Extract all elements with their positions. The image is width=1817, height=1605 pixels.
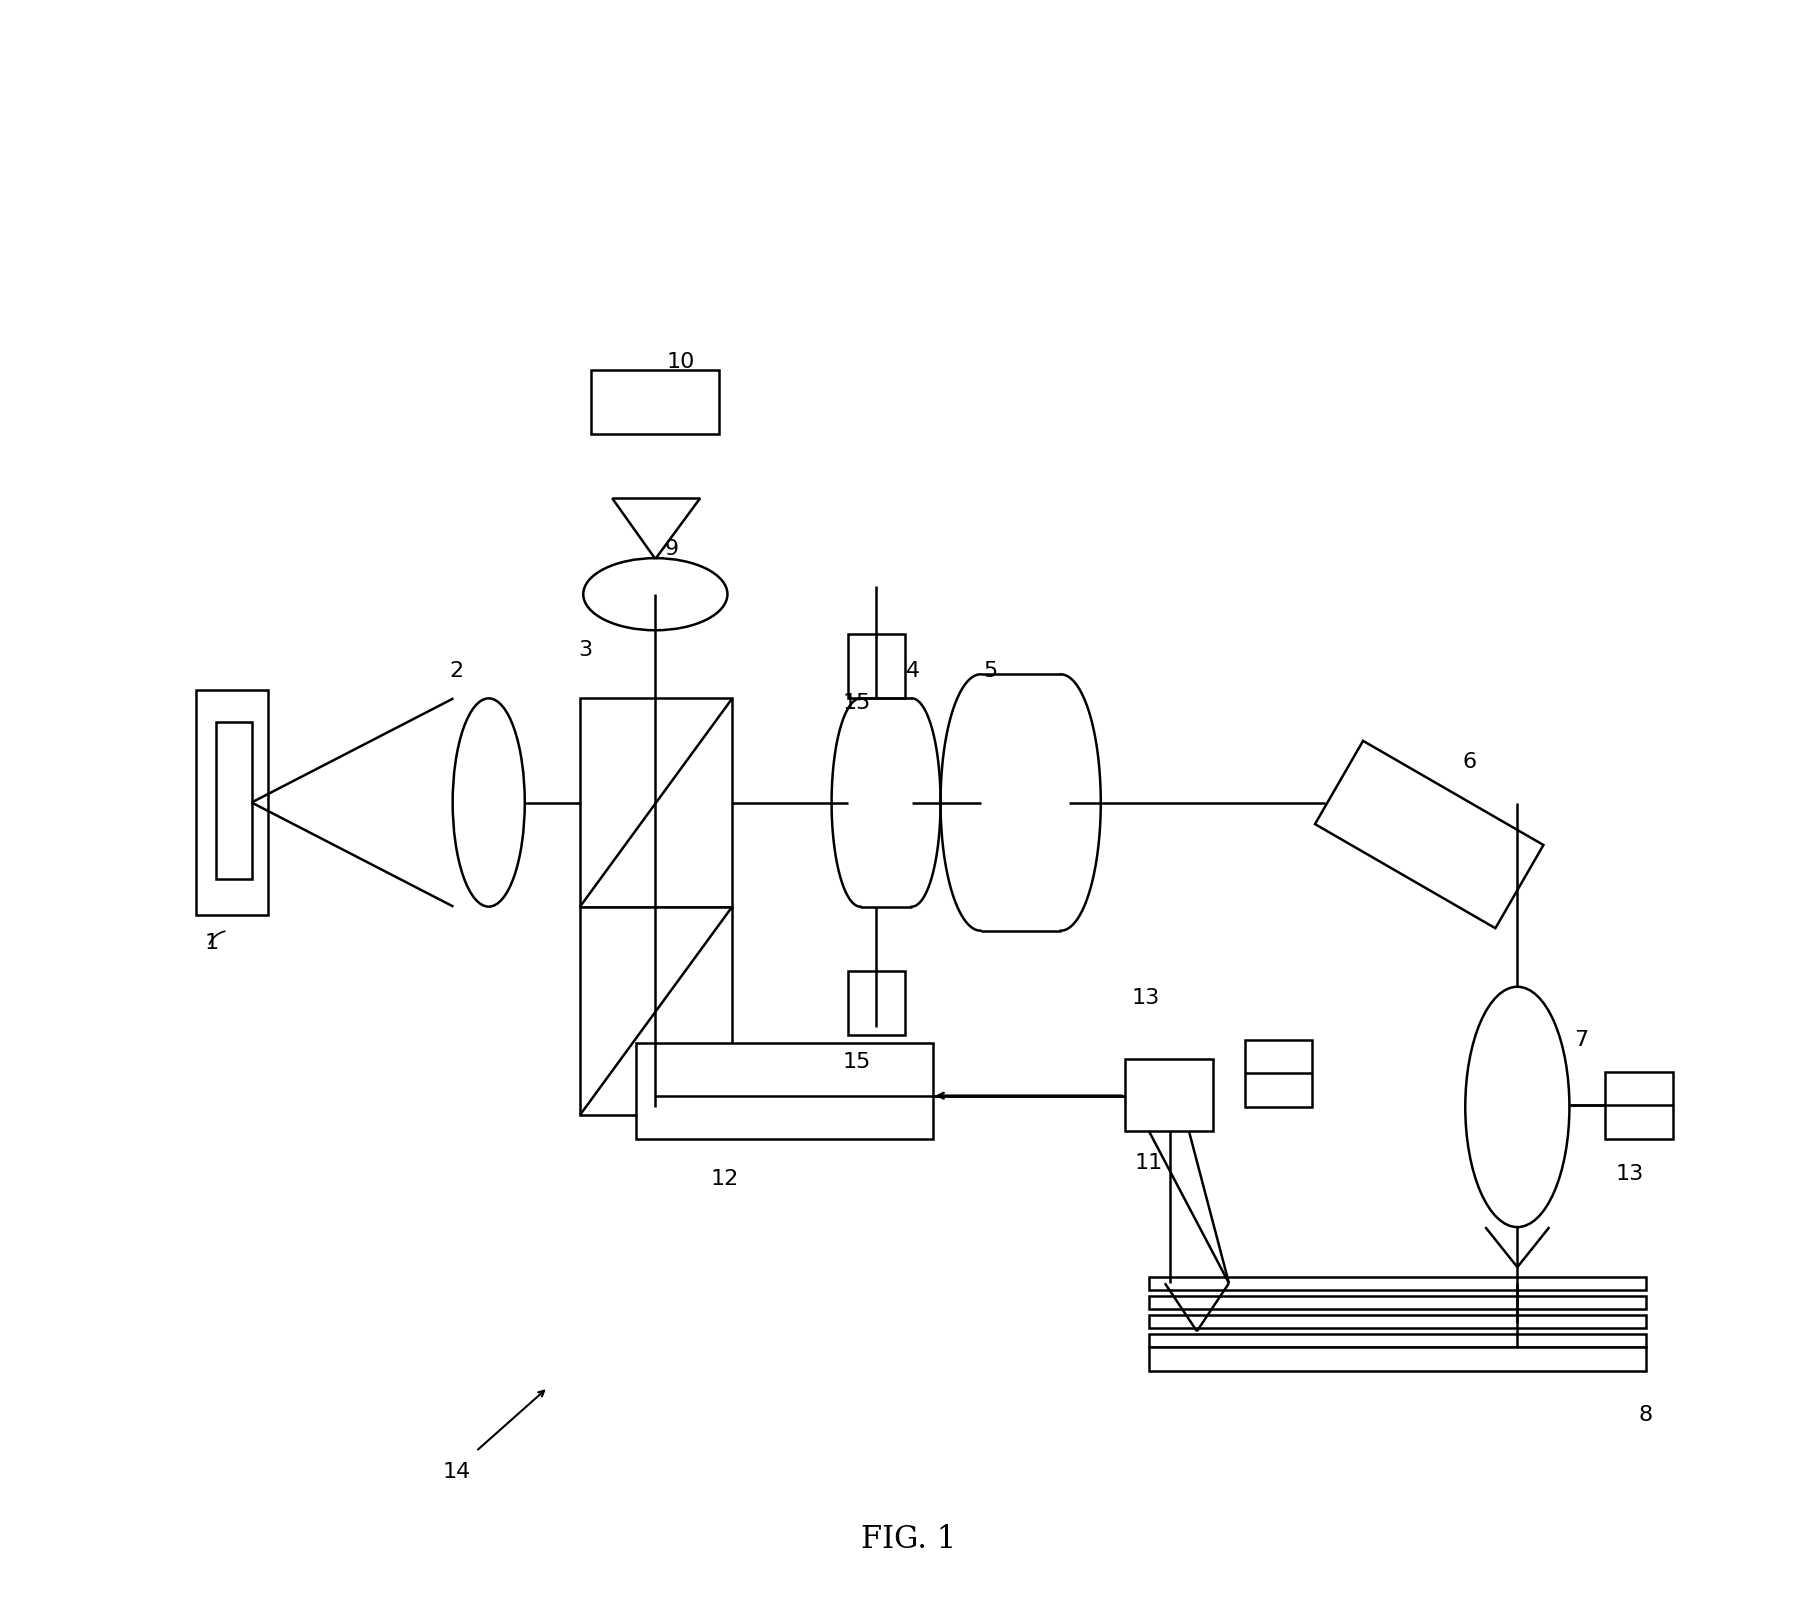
Text: 14: 14 — [443, 1462, 471, 1483]
FancyBboxPatch shape — [636, 1043, 932, 1140]
Text: 15: 15 — [843, 1051, 872, 1072]
Text: 1: 1 — [205, 934, 218, 953]
FancyBboxPatch shape — [847, 634, 905, 698]
Text: 2: 2 — [449, 661, 463, 681]
FancyBboxPatch shape — [196, 690, 267, 915]
FancyBboxPatch shape — [1148, 1314, 1646, 1327]
FancyBboxPatch shape — [580, 698, 732, 907]
FancyBboxPatch shape — [847, 971, 905, 1035]
FancyBboxPatch shape — [580, 907, 732, 1115]
Text: 11: 11 — [1134, 1152, 1163, 1173]
Text: 7: 7 — [1574, 1030, 1588, 1050]
Text: 9: 9 — [665, 539, 678, 560]
Text: 12: 12 — [710, 1168, 738, 1189]
FancyBboxPatch shape — [1148, 1334, 1646, 1347]
FancyBboxPatch shape — [216, 722, 251, 880]
Text: 13: 13 — [1615, 1164, 1644, 1184]
Polygon shape — [1316, 742, 1543, 928]
Text: 3: 3 — [578, 640, 592, 660]
Text: 6: 6 — [1463, 753, 1477, 772]
FancyBboxPatch shape — [591, 369, 720, 433]
Text: 10: 10 — [667, 351, 696, 372]
Text: 5: 5 — [983, 661, 998, 681]
FancyBboxPatch shape — [1148, 1347, 1646, 1371]
FancyBboxPatch shape — [1148, 1295, 1646, 1308]
FancyBboxPatch shape — [1148, 1276, 1646, 1289]
FancyBboxPatch shape — [1125, 1059, 1214, 1132]
FancyBboxPatch shape — [1245, 1040, 1312, 1107]
FancyBboxPatch shape — [1606, 1072, 1673, 1140]
Text: 13: 13 — [1132, 989, 1159, 1008]
Text: 8: 8 — [1639, 1404, 1653, 1425]
Text: 15: 15 — [843, 693, 872, 713]
Text: FIG. 1: FIG. 1 — [861, 1525, 956, 1555]
Text: 4: 4 — [907, 661, 921, 681]
